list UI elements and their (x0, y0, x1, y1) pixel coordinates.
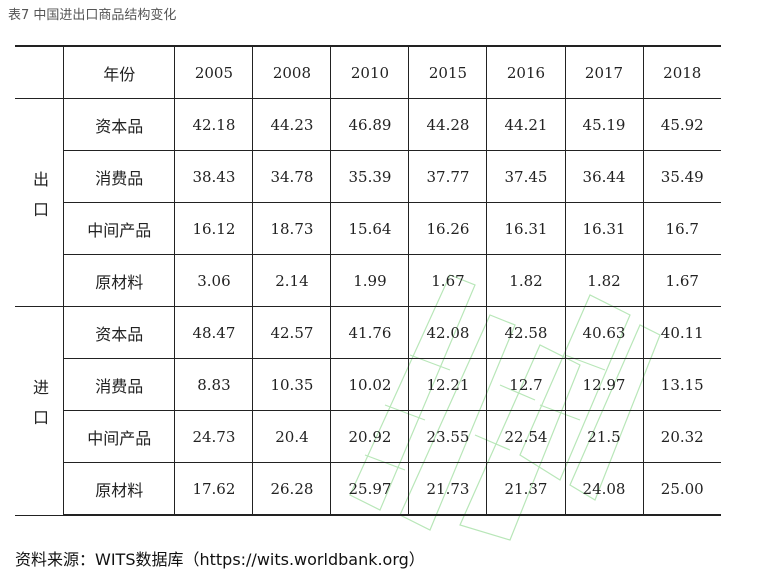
value-cell: 17.62 (174, 462, 254, 516)
table-caption: 表7 中国进出口商品结构变化 (8, 8, 177, 23)
value-cell: 10.35 (252, 358, 332, 411)
value-cell: 12.97 (564, 358, 644, 411)
value-cell: 26.28 (252, 462, 332, 516)
value-cell: 1.99 (330, 254, 410, 307)
group-label-export: 出口 (15, 98, 64, 307)
value-cell: 16.31 (486, 202, 566, 255)
table-row: 消费品 8.83 10.35 10.02 12.21 12.7 12.97 13… (15, 358, 721, 411)
value-cell: 8.83 (174, 358, 254, 411)
value-cell: 37.77 (408, 150, 488, 203)
header-year: 2016 (486, 45, 566, 99)
header-row: 年份 2005 2008 2010 2015 2016 2017 2018 (15, 45, 721, 99)
value-cell: 12.7 (486, 358, 566, 411)
value-cell: 12.21 (408, 358, 488, 411)
group-label-import: 进口 (15, 306, 64, 516)
row-category: 原材料 (62, 462, 176, 516)
row-category: 中间产品 (62, 410, 176, 463)
value-cell: 25.97 (330, 462, 410, 516)
table-row: 进口 资本品 48.47 42.57 41.76 42.08 42.58 40.… (15, 306, 721, 516)
row-category: 中间产品 (62, 202, 176, 255)
value-cell: 46.89 (330, 98, 410, 151)
table-row: 原材料 17.62 26.28 25.97 21.73 21.37 24.08 … (15, 462, 721, 516)
value-cell: 45.19 (564, 98, 644, 151)
value-cell: 42.58 (486, 306, 566, 359)
value-cell: 20.92 (330, 410, 410, 463)
value-cell: 10.02 (330, 358, 410, 411)
value-cell: 16.12 (174, 202, 254, 255)
header-year: 2008 (252, 45, 332, 99)
table-row: 出口 资本品 42.18 44.23 46.89 44.28 44.21 45.… (15, 98, 721, 307)
table-row: 中间产品 16.12 18.73 15.64 16.26 16.31 16.31… (15, 202, 721, 255)
value-cell: 44.28 (408, 98, 488, 151)
value-cell: 1.67 (642, 254, 721, 307)
value-cell: 16.31 (564, 202, 644, 255)
value-cell: 16.7 (642, 202, 721, 255)
header-category: 年份 (62, 45, 176, 99)
value-cell: 22.54 (486, 410, 566, 463)
row-category: 消费品 (62, 150, 176, 203)
value-cell: 25.00 (642, 462, 721, 516)
header-year: 2018 (642, 45, 721, 99)
value-cell: 3.06 (174, 254, 254, 307)
row-category: 资本品 (62, 306, 176, 359)
value-cell: 48.47 (174, 306, 254, 359)
value-cell: 44.23 (252, 98, 332, 151)
table-row: 中间产品 24.73 20.4 20.92 23.55 22.54 21.5 2… (15, 410, 721, 463)
value-cell: 1.82 (486, 254, 566, 307)
trade-structure-table: 年份 2005 2008 2010 2015 2016 2017 2018 出口… (15, 45, 721, 516)
value-cell: 40.63 (564, 306, 644, 359)
value-cell: 36.44 (564, 150, 644, 203)
value-cell: 16.26 (408, 202, 488, 255)
value-cell: 20.32 (642, 410, 721, 463)
value-cell: 18.73 (252, 202, 332, 255)
table-row: 原材料 3.06 2.14 1.99 1.67 1.82 1.82 1.67 (15, 254, 721, 307)
row-category: 原材料 (62, 254, 176, 307)
value-cell: 41.76 (330, 306, 410, 359)
value-cell: 45.92 (642, 98, 721, 151)
value-cell: 2.14 (252, 254, 332, 307)
value-cell: 40.11 (642, 306, 721, 359)
value-cell: 42.57 (252, 306, 332, 359)
value-cell: 21.73 (408, 462, 488, 516)
value-cell: 34.78 (252, 150, 332, 203)
value-cell: 42.08 (408, 306, 488, 359)
value-cell: 38.43 (174, 150, 254, 203)
value-cell: 15.64 (330, 202, 410, 255)
table-row: 消费品 38.43 34.78 35.39 37.77 37.45 36.44 … (15, 150, 721, 203)
value-cell: 37.45 (486, 150, 566, 203)
value-cell: 21.37 (486, 462, 566, 516)
corner-cell (15, 45, 64, 99)
header-year: 2010 (330, 45, 410, 99)
row-category: 消费品 (62, 358, 176, 411)
value-cell: 13.15 (642, 358, 721, 411)
value-cell: 35.49 (642, 150, 721, 203)
value-cell: 21.5 (564, 410, 644, 463)
value-cell: 44.21 (486, 98, 566, 151)
value-cell: 1.67 (408, 254, 488, 307)
value-cell: 1.82 (564, 254, 644, 307)
row-category: 资本品 (62, 98, 176, 151)
header-year: 2005 (174, 45, 254, 99)
value-cell: 23.55 (408, 410, 488, 463)
source-note: 资料来源：WITS数据库（https://wits.worldbank.org） (15, 550, 425, 569)
header-year: 2015 (408, 45, 488, 99)
value-cell: 24.73 (174, 410, 254, 463)
value-cell: 35.39 (330, 150, 410, 203)
header-year: 2017 (564, 45, 644, 99)
value-cell: 20.4 (252, 410, 332, 463)
value-cell: 42.18 (174, 98, 254, 151)
value-cell: 24.08 (564, 462, 644, 516)
